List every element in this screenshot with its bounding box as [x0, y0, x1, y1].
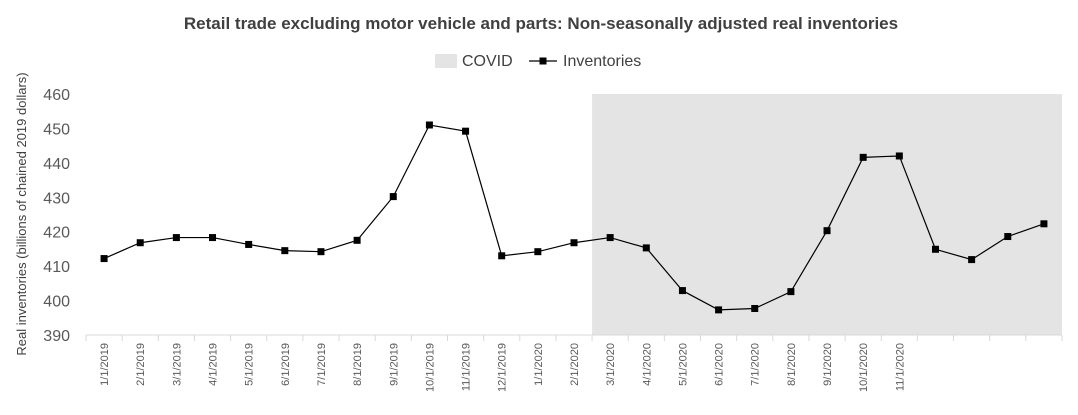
x-tick-label: 6/1/2020 — [714, 343, 726, 386]
inventories-data-point — [968, 256, 976, 264]
x-tick-label: 5/1/2019 — [244, 343, 256, 386]
x-tick-label: 6/1/2019 — [280, 343, 292, 386]
x-tick-label: 11/1/2019 — [461, 343, 473, 391]
inventories-data-point — [353, 236, 361, 244]
x-tick-label: 1/1/2019 — [99, 343, 111, 386]
y-tick-labels: 390 400 410 420 430 440 450 460 — [43, 87, 70, 345]
inventories-data-point — [570, 239, 578, 247]
inventories-data-point — [751, 304, 759, 312]
inventories-data-point — [136, 239, 144, 247]
inventories-data-point — [606, 234, 614, 242]
x-tick-label: 7/1/2019 — [316, 343, 328, 386]
y-tick-label: 440 — [43, 156, 70, 173]
x-tick-label: 3/1/2020 — [605, 343, 617, 386]
series-layer — [100, 121, 1048, 314]
inventories-data-point — [281, 247, 289, 255]
x-tick-label: 8/1/2020 — [786, 343, 798, 386]
axes-layer — [85, 334, 1063, 341]
x-tick-labels: 1/1/2019 2/1/2019 3/1/2019 4/1/2019 5/1/2019… — [99, 343, 906, 392]
inventories-data-point — [245, 240, 253, 248]
inventories-data-point — [534, 248, 542, 256]
inventories-data-point — [678, 287, 686, 295]
inventories-data-point — [931, 245, 939, 253]
x-tick-label: 10/1/2019 — [424, 343, 436, 392]
x-tick-label: 2/1/2020 — [569, 343, 581, 386]
x-tick-label: 2/1/2019 — [135, 343, 147, 386]
inventories-data-point — [172, 234, 180, 242]
inventories-data-point — [715, 306, 723, 314]
x-tick-label: 10/1/2020 — [858, 343, 870, 392]
inventories-data-point — [895, 152, 903, 160]
inventories-data-point — [100, 255, 108, 263]
inventories-data-point — [462, 127, 470, 135]
x-tick-label: 11/1/2020 — [894, 343, 906, 391]
x-tick-label: 8/1/2019 — [352, 343, 364, 386]
inventories-data-point — [859, 153, 867, 161]
inventories-data-point — [823, 227, 831, 235]
inventories-data-point — [642, 244, 650, 252]
y-tick-label: 460 — [43, 87, 70, 104]
inventories-data-point — [317, 248, 325, 256]
x-tick-label: 4/1/2020 — [641, 343, 653, 386]
legend-covid-swatch — [435, 54, 457, 68]
x-tick-label: 4/1/2019 — [208, 343, 220, 386]
inventories-data-point — [1040, 220, 1048, 228]
x-tick-label: 9/1/2020 — [822, 343, 834, 386]
x-tick-label: 9/1/2019 — [388, 343, 400, 386]
covid-shaded-region — [592, 94, 1062, 335]
chart-title: Retail trade excluding motor vehicle and… — [184, 14, 898, 33]
x-tick-label: 7/1/2020 — [750, 343, 762, 386]
x-tick-label: 12/1/2019 — [497, 343, 509, 392]
inventories-data-point — [389, 193, 397, 201]
y-tick-label: 390 — [43, 328, 70, 345]
y-tick-label: 420 — [43, 225, 70, 242]
inventories-data-point — [787, 288, 795, 296]
y-tick-label: 430 — [43, 190, 70, 207]
inventories-data-point — [1004, 233, 1012, 241]
x-tick-label: 3/1/2019 — [171, 343, 183, 386]
x-tick-label: 5/1/2020 — [677, 343, 689, 386]
y-tick-label: 400 — [43, 294, 70, 311]
inventories-data-point — [209, 234, 217, 242]
legend: COVID Inventories — [435, 53, 641, 70]
legend-inventories-label: Inventories — [563, 53, 641, 70]
y-tick-label: 450 — [43, 121, 70, 138]
y-axis-label: Real inventories (billions of chained 20… — [14, 72, 29, 355]
x-tick-label: 1/1/2020 — [533, 343, 545, 386]
shade-layer — [592, 94, 1062, 335]
legend-inventories-marker — [539, 57, 547, 65]
inventories-data-point — [425, 121, 433, 129]
legend-covid-label: COVID — [462, 53, 513, 70]
y-tick-label: 410 — [43, 259, 70, 276]
inventories-data-point — [498, 252, 506, 260]
